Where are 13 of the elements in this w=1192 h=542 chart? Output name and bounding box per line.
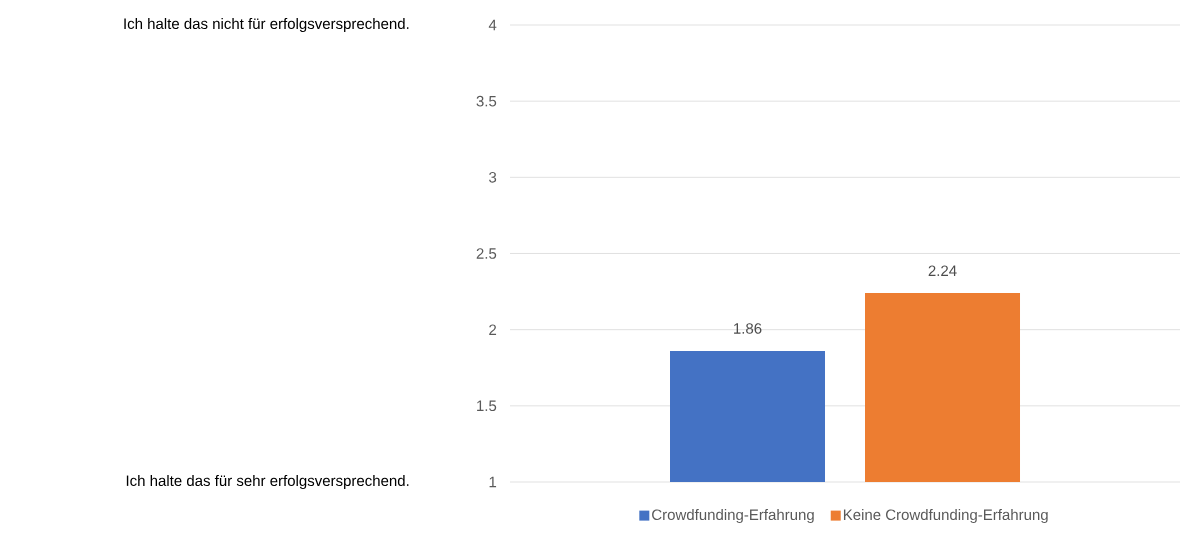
- legend-label: Keine Crowdfunding-Erfahrung: [843, 509, 1048, 524]
- data-label: 1.86: [734, 323, 762, 334]
- y-tick-label: 3: [489, 172, 497, 183]
- y-tick-label: 1.5: [477, 400, 497, 412]
- y-tick-label: 3.5: [476, 95, 497, 107]
- y-tick-label: 2: [489, 324, 497, 335]
- y-tick-label: 4: [488, 19, 497, 31]
- text: Ich halte das für sehr erfolgsversprechend.: [126, 475, 409, 489]
- legend-label: Crowdfunding-Erfahrung: [652, 509, 814, 524]
- data-label: 2.24: [928, 265, 957, 276]
- y-tick-label: 2.5: [476, 248, 497, 259]
- y-tick-label: 1: [489, 476, 497, 488]
- text: Ich halte das nicht für erfolgsversprechend.: [124, 18, 409, 32]
